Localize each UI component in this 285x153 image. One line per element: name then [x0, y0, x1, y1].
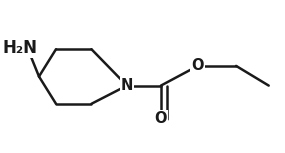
- Text: H₂N: H₂N: [2, 39, 37, 58]
- Text: N: N: [121, 78, 133, 93]
- Text: O: O: [192, 58, 204, 73]
- Text: O: O: [155, 111, 167, 126]
